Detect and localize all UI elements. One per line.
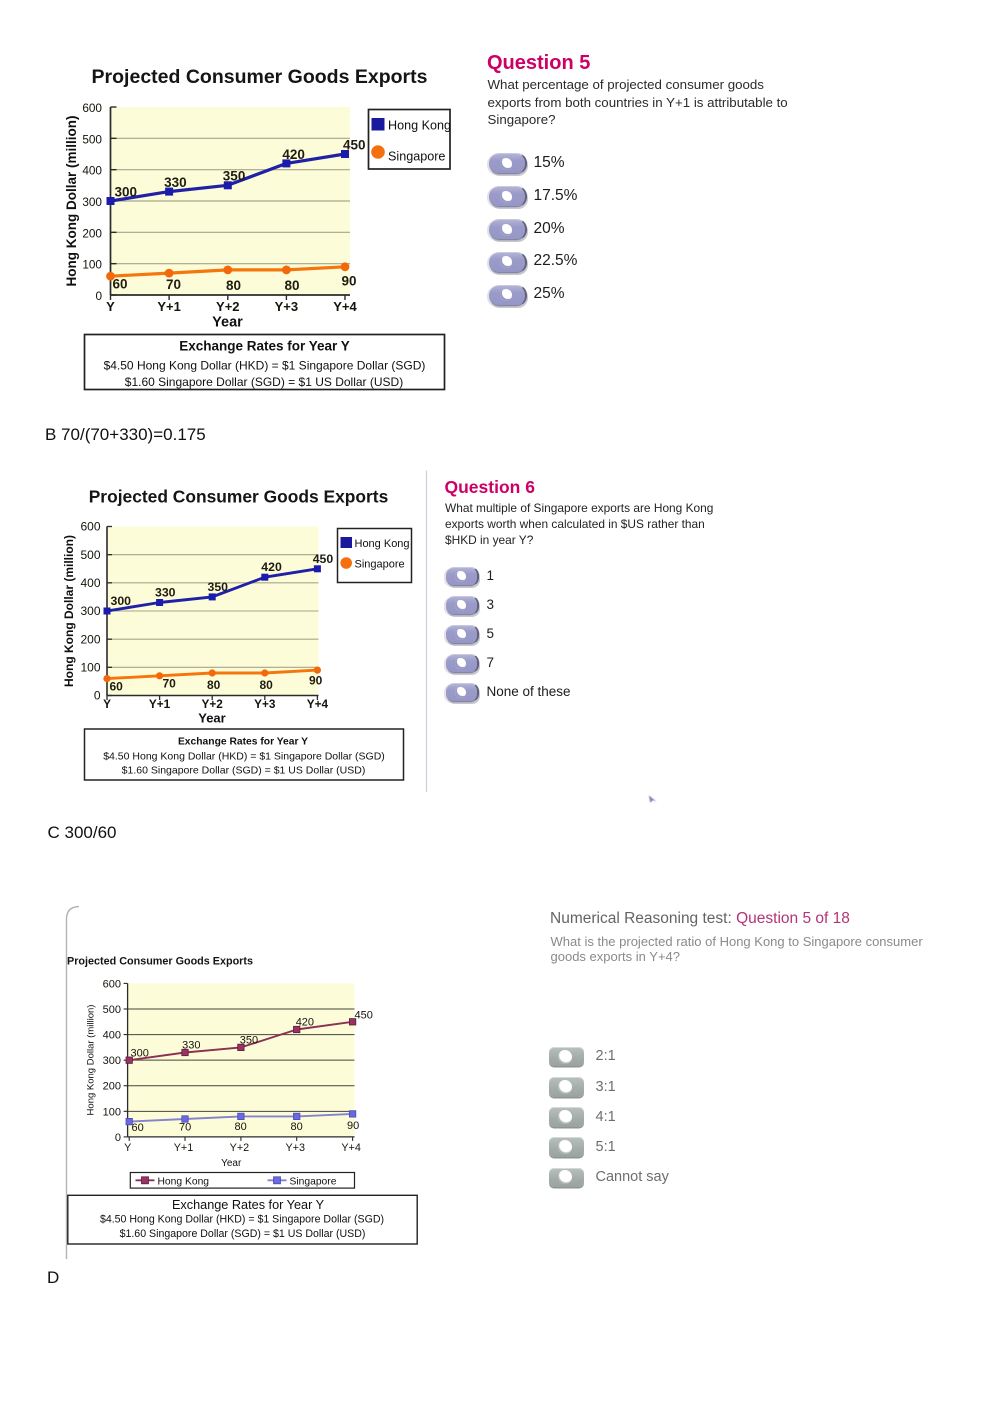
svg-text:60: 60 — [132, 1122, 144, 1134]
svg-text:Y+3: Y+3 — [285, 1142, 305, 1154]
svg-text:$4.50 Hong Kong Dollar (HKD) =: $4.50 Hong Kong Dollar (HKD) = $1 Singap… — [104, 359, 426, 373]
svg-text:Hong Kong: Hong Kong — [158, 1176, 210, 1187]
svg-text:0: 0 — [115, 1132, 121, 1144]
svg-text:420: 420 — [296, 1017, 314, 1029]
svg-text:Exchange Rates for Year Y: Exchange Rates for Year Y — [172, 1198, 325, 1212]
svg-text:60: 60 — [110, 680, 124, 694]
svg-text:Projected Consumer Goods Expor: Projected Consumer Goods Exports — [92, 66, 428, 88]
svg-text:Y+1: Y+1 — [174, 1142, 194, 1154]
svg-text:600: 600 — [82, 101, 102, 115]
svg-text:90: 90 — [309, 674, 323, 688]
svg-text:600: 600 — [103, 978, 121, 990]
svg-text:420: 420 — [282, 147, 305, 162]
svg-text:$1.60 Singapore Dollar (SGD) =: $1.60 Singapore Dollar (SGD) = $1 US Dol… — [122, 765, 366, 777]
svg-text:80: 80 — [285, 278, 300, 293]
svg-text:Year: Year — [212, 315, 243, 331]
svg-text:Y+4: Y+4 — [333, 299, 357, 314]
svg-text:80: 80 — [235, 1121, 247, 1133]
svg-text:Y: Y — [106, 299, 115, 314]
svg-text:Y+4: Y+4 — [341, 1142, 361, 1154]
svg-text:70: 70 — [163, 677, 177, 691]
svg-text:90: 90 — [347, 1120, 359, 1132]
svg-text:Hong Kong Dollar (million): Hong Kong Dollar (million) — [64, 116, 79, 287]
svg-text:0: 0 — [95, 289, 102, 303]
svg-text:$1.60 Singapore Dollar (SGD) =: $1.60 Singapore Dollar (SGD) = $1 US Dol… — [125, 375, 403, 389]
svg-text:Singapore: Singapore — [355, 559, 405, 571]
svg-text:Projected Consumer Goods Expor: Projected Consumer Goods Exports — [89, 487, 389, 507]
svg-text:420: 420 — [261, 560, 282, 574]
svg-text:600: 600 — [80, 520, 100, 534]
svg-text:450: 450 — [313, 552, 334, 566]
svg-text:100: 100 — [103, 1106, 121, 1118]
svg-text:300: 300 — [111, 594, 132, 608]
svg-text:Y+2: Y+2 — [202, 697, 224, 711]
svg-text:$4.50 Hong Kong Dollar (HKD) =: $4.50 Hong Kong Dollar (HKD) = $1 Singap… — [103, 751, 385, 763]
svg-text:70: 70 — [179, 1122, 191, 1134]
svg-text:$4.50 Hong Kong Dollar (HKD) =: $4.50 Hong Kong Dollar (HKD) = $1 Singap… — [100, 1214, 384, 1226]
svg-text:Projected Consumer Goods Expor: Projected Consumer Goods Exports — [67, 956, 253, 968]
svg-text:450: 450 — [355, 1009, 373, 1021]
svg-text:400: 400 — [80, 576, 100, 590]
svg-text:80: 80 — [291, 1121, 303, 1133]
svg-text:500: 500 — [103, 1004, 121, 1016]
svg-text:80: 80 — [260, 678, 274, 692]
svg-text:500: 500 — [80, 548, 100, 562]
svg-text:80: 80 — [207, 678, 221, 692]
svg-text:Hong Kong Dollar (million): Hong Kong Dollar (million) — [62, 535, 76, 687]
svg-text:100: 100 — [80, 661, 100, 675]
svg-text:200: 200 — [82, 226, 102, 240]
svg-text:Singapore: Singapore — [290, 1176, 337, 1187]
svg-text:330: 330 — [155, 586, 176, 600]
svg-text:60: 60 — [113, 277, 128, 292]
svg-text:300: 300 — [131, 1048, 149, 1060]
svg-text:Y: Y — [103, 697, 111, 711]
svg-text:0: 0 — [94, 689, 101, 703]
svg-text:200: 200 — [80, 632, 100, 646]
svg-text:90: 90 — [342, 274, 357, 289]
svg-text:70: 70 — [166, 277, 181, 292]
svg-text:$1.60 Singapore Dollar (SGD) =: $1.60 Singapore Dollar (SGD) = $1 US Dol… — [120, 1228, 366, 1240]
svg-text:350: 350 — [240, 1035, 258, 1047]
svg-text:Y+4: Y+4 — [307, 697, 329, 711]
svg-text:400: 400 — [103, 1030, 121, 1042]
svg-text:Y+2: Y+2 — [230, 1142, 250, 1154]
svg-text:Singapore: Singapore — [388, 150, 445, 164]
svg-text:350: 350 — [223, 169, 246, 184]
svg-text:300: 300 — [115, 184, 138, 199]
svg-text:200: 200 — [103, 1081, 121, 1093]
svg-text:Hong Kong: Hong Kong — [388, 119, 451, 133]
svg-text:500: 500 — [82, 132, 102, 146]
svg-text:330: 330 — [182, 1040, 200, 1052]
svg-text:Y: Y — [124, 1142, 131, 1154]
svg-text:Y+3: Y+3 — [275, 299, 299, 314]
svg-text:330: 330 — [164, 175, 187, 190]
svg-text:Hong Kong: Hong Kong — [355, 538, 410, 550]
svg-text:400: 400 — [82, 164, 102, 178]
svg-text:350: 350 — [208, 580, 229, 594]
svg-text:Exchange Rates for Year Y: Exchange Rates for Year Y — [179, 339, 350, 354]
svg-text:Exchange Rates for Year Y: Exchange Rates for Year Y — [178, 737, 308, 748]
svg-text:Y+1: Y+1 — [157, 299, 181, 314]
svg-text:450: 450 — [343, 137, 366, 152]
svg-text:300: 300 — [103, 1055, 121, 1067]
svg-text:Hong Kong Dollar (million): Hong Kong Dollar (million) — [86, 1005, 97, 1116]
svg-text:80: 80 — [226, 278, 241, 293]
svg-text:Y+1: Y+1 — [149, 697, 171, 711]
svg-text:100: 100 — [82, 258, 102, 272]
svg-text:300: 300 — [80, 604, 100, 618]
svg-text:300: 300 — [82, 195, 102, 209]
svg-text:Year: Year — [221, 1158, 242, 1169]
svg-text:Y+3: Y+3 — [254, 697, 276, 711]
svg-text:Y+2: Y+2 — [216, 299, 240, 314]
svg-text:Year: Year — [198, 711, 225, 726]
